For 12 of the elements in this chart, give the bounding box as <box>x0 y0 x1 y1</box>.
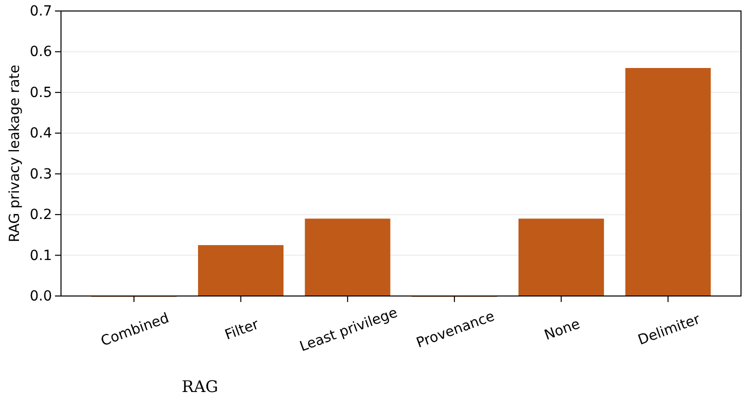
y-tick-label: 0.3 <box>30 166 52 182</box>
y-tick-label: 0.2 <box>30 207 52 224</box>
y-tick-label: 0.1 <box>30 248 52 264</box>
text: RAG <box>182 377 218 396</box>
y-axis-title: RAG privacy leakage rate <box>7 64 23 242</box>
y-tick-label: 0.5 <box>30 84 52 101</box>
x-tick-label: None <box>542 316 582 344</box>
y-tick-label: 0.7 <box>30 3 52 20</box>
y-tick-label: 0.0 <box>30 288 52 304</box>
y-tick-label: 0.4 <box>30 126 52 142</box>
y-tick-label: 0.6 <box>30 44 52 60</box>
x-tick-label: Filter <box>222 316 262 344</box>
